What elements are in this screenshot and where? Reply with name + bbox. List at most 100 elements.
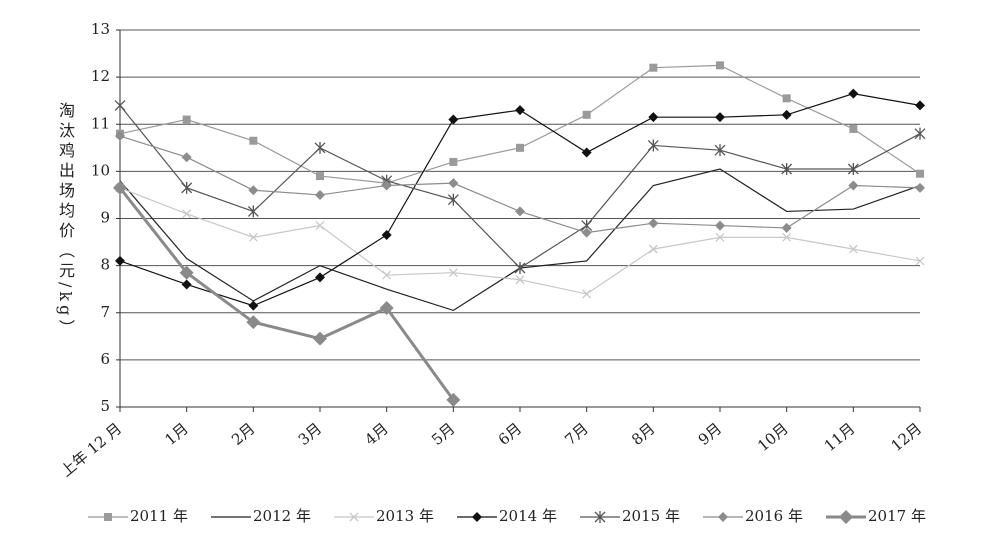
- marker: [515, 206, 525, 217]
- marker: [314, 141, 326, 154]
- series-line: [118, 186, 455, 401]
- y-tick-label: 8: [100, 256, 110, 274]
- marker: [715, 220, 725, 231]
- series: [115, 131, 925, 238]
- series: [113, 180, 461, 407]
- y-tick-label: 12: [91, 67, 110, 85]
- series: [114, 99, 926, 274]
- x-tick-label: 8月: [628, 419, 658, 449]
- marker: [848, 180, 859, 191]
- legend-item: 2012 年: [211, 507, 311, 525]
- marker: [382, 270, 392, 280]
- marker: [848, 88, 859, 99]
- marker: [381, 229, 392, 240]
- marker: [249, 136, 258, 145]
- marker: [113, 180, 127, 195]
- legend-item: 2015 年: [580, 507, 680, 525]
- marker: [181, 181, 193, 194]
- marker: [446, 392, 461, 407]
- x-tick-label: 上年 12 月: [57, 419, 125, 480]
- marker: [916, 169, 924, 178]
- legend-item: 2016 年: [703, 507, 803, 525]
- marker: [582, 110, 591, 119]
- legend-item: 2013 年: [334, 507, 434, 525]
- marker: [839, 510, 853, 524]
- marker: [248, 185, 259, 196]
- x-tick-label: 7月: [561, 419, 591, 449]
- marker: [448, 114, 459, 125]
- marker: [781, 109, 792, 120]
- marker: [381, 180, 392, 191]
- marker: [248, 300, 259, 311]
- marker: [313, 331, 327, 346]
- marker: [114, 99, 126, 112]
- marker: [715, 232, 725, 242]
- marker: [248, 232, 258, 242]
- marker: [714, 144, 726, 157]
- x-tick-label: 3月: [295, 419, 325, 449]
- marker: [247, 205, 259, 218]
- marker: [715, 112, 725, 123]
- marker: [581, 227, 592, 238]
- legend-label: 2015 年: [622, 507, 680, 525]
- marker: [781, 222, 792, 233]
- legend-item: 2017 年: [826, 507, 926, 525]
- x-tick-label: 4月: [361, 419, 391, 449]
- marker: [782, 94, 791, 103]
- marker: [516, 143, 524, 152]
- marker: [181, 279, 192, 290]
- marker: [781, 163, 793, 176]
- marker: [648, 218, 659, 229]
- marker: [849, 124, 858, 133]
- y-axis-label: 淘汰鸡出场均价（元/kg）: [56, 102, 75, 340]
- marker: [448, 268, 458, 278]
- legend-label: 2016 年: [745, 507, 803, 525]
- legend-label: 2013 年: [376, 507, 434, 525]
- legend-label: 2017 年: [868, 507, 926, 525]
- y-tick-label: 10: [91, 161, 110, 179]
- x-tick-label: 5月: [428, 419, 458, 449]
- series-line: [119, 105, 921, 269]
- marker: [449, 157, 458, 166]
- x-tick-label: 9月: [695, 419, 725, 449]
- legend-label: 2011 年: [130, 507, 188, 525]
- x-tick-label: 2月: [228, 419, 258, 449]
- x-tick-label: 10月: [754, 419, 792, 455]
- y-tick-label: 9: [100, 209, 110, 227]
- marker: [915, 182, 925, 193]
- marker: [115, 255, 125, 266]
- legend-item: 2011 年: [88, 507, 188, 525]
- marker: [514, 261, 526, 274]
- marker: [648, 244, 658, 254]
- marker: [104, 513, 112, 521]
- legend-label: 2012 年: [253, 507, 311, 525]
- marker: [181, 152, 192, 163]
- marker: [246, 315, 261, 330]
- series: [115, 88, 925, 311]
- marker: [847, 163, 859, 176]
- x-tick-label: 6月: [495, 419, 525, 449]
- y-tick-label: 6: [100, 350, 110, 368]
- y-tick-label: 13: [91, 20, 110, 38]
- series: [115, 183, 925, 299]
- legend-item: 2014 年: [457, 507, 557, 525]
- marker: [182, 209, 192, 219]
- marker: [648, 112, 659, 123]
- y-tick-label: 5: [100, 397, 110, 415]
- y-tick-label: 11: [91, 114, 110, 132]
- marker: [316, 172, 324, 181]
- marker: [594, 511, 606, 523]
- marker: [782, 232, 792, 242]
- series: [116, 61, 924, 188]
- marker: [448, 178, 459, 189]
- marker: [848, 244, 858, 254]
- marker: [315, 189, 325, 200]
- marker: [716, 61, 724, 70]
- marker: [349, 512, 359, 522]
- marker: [515, 105, 525, 116]
- marker: [649, 63, 658, 72]
- marker: [315, 272, 325, 283]
- marker: [179, 265, 194, 280]
